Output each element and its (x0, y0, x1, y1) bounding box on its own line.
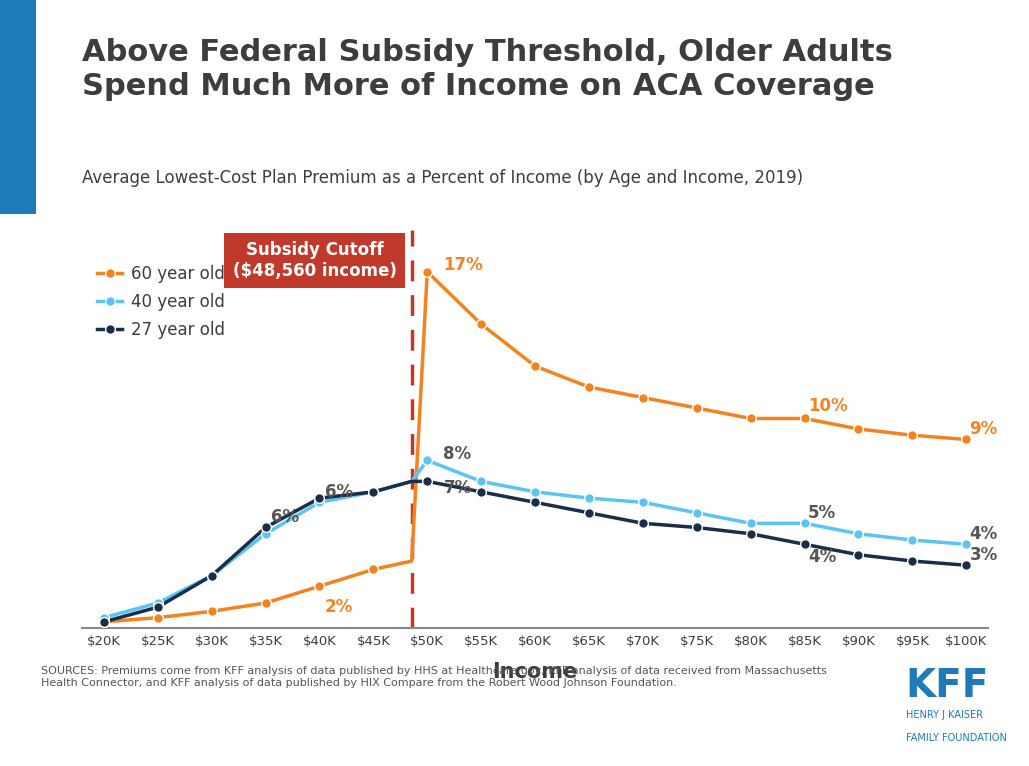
Point (958, 559, 974, 571)
Point (527, 360, 543, 372)
Point (365, 563, 382, 575)
Text: FAMILY FOUNDATION: FAMILY FOUNDATION (906, 733, 1006, 743)
Point (743, 528, 759, 540)
Point (958, 538, 974, 551)
Point (958, 434, 974, 446)
Point (96, 616, 112, 628)
Point (635, 496, 651, 509)
Point (904, 555, 921, 567)
Point (96, 616, 112, 628)
Text: Above Federal Subsidy Threshold, Older Adults
Spend Much More of Income on ACA C: Above Federal Subsidy Threshold, Older A… (82, 38, 893, 101)
Text: SOURCES: Premiums come from KFF analysis of data published by HHS at Healthcare.: SOURCES: Premiums come from KFF analysis… (41, 666, 827, 688)
Point (204, 605, 220, 617)
Point (904, 534, 921, 546)
Point (96, 611, 112, 624)
Point (527, 496, 543, 509)
Point (473, 318, 490, 330)
Point (527, 486, 543, 498)
Point (311, 492, 327, 504)
Text: HENRY J KAISER: HENRY J KAISER (906, 710, 983, 720)
Point (796, 412, 813, 424)
Text: 9%: 9% (969, 420, 998, 438)
Point (688, 402, 705, 414)
Point (257, 597, 274, 609)
Point (473, 475, 490, 487)
Text: 5%: 5% (808, 504, 836, 522)
Point (850, 423, 866, 435)
Point (257, 528, 274, 540)
Text: 2%: 2% (325, 598, 353, 616)
Point (635, 517, 651, 529)
Point (635, 391, 651, 404)
Legend: 60 year old, 40 year old, 27 year old: 60 year old, 40 year old, 27 year old (91, 258, 232, 345)
Text: 6%: 6% (271, 508, 299, 526)
Text: Subsidy Cutoff
($48,560 income): Subsidy Cutoff ($48,560 income) (233, 241, 396, 280)
Point (311, 496, 327, 509)
Text: 4%: 4% (969, 525, 998, 543)
Point (580, 381, 597, 393)
Point (850, 528, 866, 540)
Point (419, 454, 435, 466)
Point (365, 486, 382, 498)
Point (904, 429, 921, 441)
Point (580, 492, 597, 504)
Text: 10%: 10% (808, 397, 848, 415)
Text: 17%: 17% (443, 257, 484, 274)
Point (149, 597, 166, 609)
Text: 3%: 3% (969, 545, 998, 564)
Point (796, 517, 813, 529)
Text: Average Lowest-Cost Plan Premium as a Percent of Income (by Age and Income, 2019: Average Lowest-Cost Plan Premium as a Pe… (82, 169, 804, 186)
Point (796, 538, 813, 551)
Text: 8%: 8% (443, 445, 471, 463)
Point (688, 522, 705, 534)
Point (365, 486, 382, 498)
X-axis label: Income: Income (493, 662, 577, 682)
Point (850, 548, 866, 561)
Point (743, 517, 759, 529)
Point (743, 412, 759, 424)
Point (473, 486, 490, 498)
Point (688, 506, 705, 519)
Point (149, 611, 166, 624)
Point (204, 570, 220, 582)
Point (311, 580, 327, 592)
Point (580, 506, 597, 519)
Text: 7%: 7% (443, 479, 471, 496)
Point (149, 601, 166, 614)
Text: 6%: 6% (325, 483, 353, 501)
Point (419, 475, 435, 487)
Text: 4%: 4% (808, 548, 837, 566)
Text: KFF: KFF (906, 666, 989, 705)
Point (257, 522, 274, 534)
Point (419, 266, 435, 278)
Point (204, 570, 220, 582)
